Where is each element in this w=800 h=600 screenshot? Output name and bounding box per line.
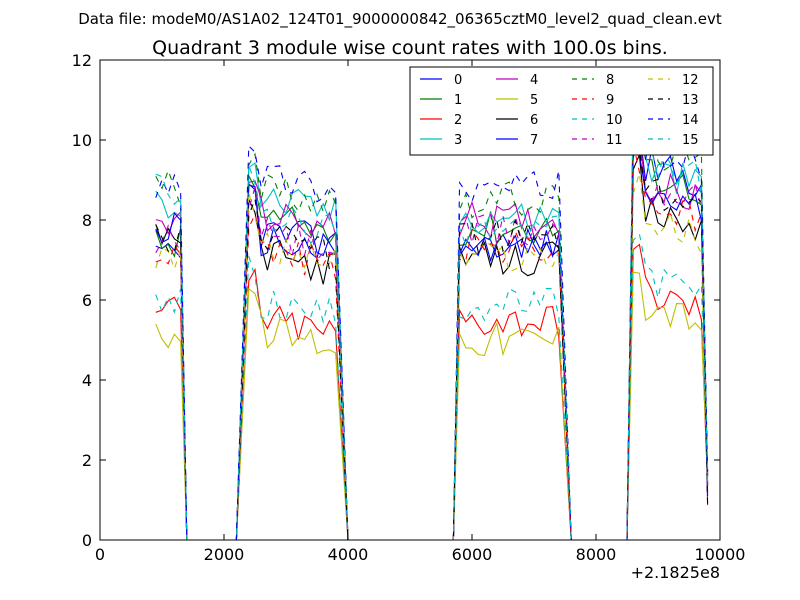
series-line-15	[155, 100, 709, 541]
x-offset-label: +2.1825e8	[631, 563, 720, 582]
series-line-1	[155, 126, 709, 541]
series-line-14	[155, 109, 709, 541]
chart-title: Quadrant 3 module wise count rates with …	[152, 37, 668, 59]
series-layer	[155, 100, 709, 541]
legend-label-0: 0	[454, 73, 462, 88]
y-tick-label: 10	[72, 131, 92, 150]
legend-label-13: 13	[682, 93, 699, 108]
series-line-8	[155, 109, 709, 541]
legend-label-11: 11	[606, 133, 623, 148]
legend-label-2: 2	[454, 113, 462, 128]
legend-label-12: 12	[682, 73, 699, 88]
legend-label-6: 6	[530, 113, 538, 128]
y-tick-label: 2	[82, 451, 92, 470]
x-tick-label: 4000	[328, 545, 369, 564]
legend-label-7: 7	[530, 133, 538, 148]
y-tick-label: 6	[82, 291, 92, 310]
y-tick-label: 0	[82, 531, 92, 550]
legend-label-8: 8	[606, 73, 614, 88]
series-line-5	[155, 271, 709, 541]
y-tick-label: 8	[82, 211, 92, 230]
legend-label-10: 10	[606, 113, 623, 128]
y-tick-label: 4	[82, 371, 92, 390]
legend-label-14: 14	[682, 113, 699, 128]
legend-box	[409, 66, 714, 156]
legend-label-3: 3	[454, 133, 462, 148]
x-tick-label: 6000	[452, 545, 493, 564]
legend-label-1: 1	[454, 93, 462, 108]
legend-label-4: 4	[530, 73, 538, 88]
x-tick-label: 0	[95, 545, 105, 564]
series-line-12	[155, 173, 709, 541]
y-tick-label: 12	[72, 51, 92, 70]
legend-label-5: 5	[530, 93, 538, 108]
x-tick-label: 8000	[576, 545, 617, 564]
x-tick-label: 2000	[204, 545, 245, 564]
data-file-suptitle: Data file: modeM0/AS1A02_124T01_90000008…	[78, 10, 722, 29]
legend-label-9: 9	[606, 93, 614, 108]
legend-label-15: 15	[682, 133, 699, 148]
series-line-11	[155, 137, 709, 541]
x-tick-label: 10000	[695, 545, 746, 564]
series-line-10	[155, 232, 709, 541]
series-line-13	[155, 138, 709, 541]
